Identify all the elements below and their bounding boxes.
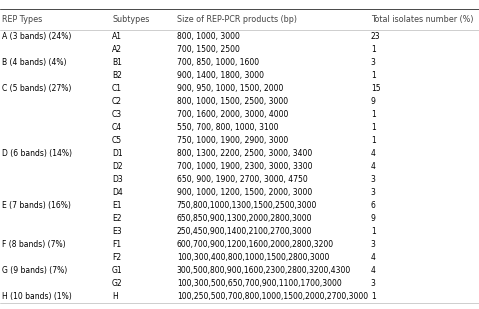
Text: 1: 1 bbox=[371, 136, 376, 145]
Text: C (5 bands) (27%): C (5 bands) (27%) bbox=[2, 84, 71, 93]
Text: 900, 1000, 1200, 1500, 2000, 3000: 900, 1000, 1200, 1500, 2000, 3000 bbox=[177, 188, 312, 197]
Text: 1: 1 bbox=[371, 45, 376, 54]
Text: E2: E2 bbox=[112, 214, 122, 223]
Text: E1: E1 bbox=[112, 201, 122, 210]
Text: B2: B2 bbox=[112, 71, 122, 80]
Text: F1: F1 bbox=[112, 240, 121, 249]
Text: 4: 4 bbox=[371, 149, 376, 158]
Text: Size of REP-PCR products (bp): Size of REP-PCR products (bp) bbox=[177, 15, 297, 24]
Text: REP Types: REP Types bbox=[2, 15, 42, 24]
Text: C5: C5 bbox=[112, 136, 122, 145]
Text: 600,700,900,1200,1600,2000,2800,3200: 600,700,900,1200,1600,2000,2800,3200 bbox=[177, 240, 334, 249]
Text: D (6 bands) (14%): D (6 bands) (14%) bbox=[2, 149, 72, 158]
Text: 1: 1 bbox=[371, 71, 376, 80]
Text: 700, 1500, 2500: 700, 1500, 2500 bbox=[177, 45, 240, 54]
Text: 250,450,900,1400,2100,2700,3000: 250,450,900,1400,2100,2700,3000 bbox=[177, 227, 312, 236]
Text: D3: D3 bbox=[112, 175, 123, 184]
Text: H: H bbox=[112, 292, 118, 301]
Text: 9: 9 bbox=[371, 214, 376, 223]
Text: B (4 bands) (4%): B (4 bands) (4%) bbox=[2, 58, 67, 67]
Text: 800, 1000, 1500, 2500, 3000: 800, 1000, 1500, 2500, 3000 bbox=[177, 97, 288, 106]
Text: 3: 3 bbox=[371, 240, 376, 249]
Text: A1: A1 bbox=[112, 32, 122, 41]
Text: D4: D4 bbox=[112, 188, 123, 197]
Text: 1: 1 bbox=[371, 110, 376, 119]
Text: 3: 3 bbox=[371, 58, 376, 67]
Text: 100,300,400,800,1000,1500,2800,3000: 100,300,400,800,1000,1500,2800,3000 bbox=[177, 253, 329, 262]
Text: Total isolates number (%): Total isolates number (%) bbox=[371, 15, 473, 24]
Text: C2: C2 bbox=[112, 97, 122, 106]
Text: G (9 bands) (7%): G (9 bands) (7%) bbox=[2, 266, 67, 275]
Text: 100,250,500,700,800,1000,1500,2000,2700,3000: 100,250,500,700,800,1000,1500,2000,2700,… bbox=[177, 292, 368, 301]
Text: 1: 1 bbox=[371, 292, 376, 301]
Text: 650, 900, 1900, 2700, 3000, 4750: 650, 900, 1900, 2700, 3000, 4750 bbox=[177, 175, 308, 184]
Text: 6: 6 bbox=[371, 201, 376, 210]
Text: 650,850,900,1300,2000,2800,3000: 650,850,900,1300,2000,2800,3000 bbox=[177, 214, 312, 223]
Text: F2: F2 bbox=[112, 253, 121, 262]
Text: E3: E3 bbox=[112, 227, 122, 236]
Text: H (10 bands) (1%): H (10 bands) (1%) bbox=[2, 292, 72, 301]
Text: 750,800,1000,1300,1500,2500,3000: 750,800,1000,1300,1500,2500,3000 bbox=[177, 201, 317, 210]
Text: 900, 950, 1000, 1500, 2000: 900, 950, 1000, 1500, 2000 bbox=[177, 84, 283, 93]
Text: C1: C1 bbox=[112, 84, 122, 93]
Text: 800, 1000, 3000: 800, 1000, 3000 bbox=[177, 32, 240, 41]
Text: D2: D2 bbox=[112, 162, 123, 171]
Text: B1: B1 bbox=[112, 58, 122, 67]
Text: 700, 850, 1000, 1600: 700, 850, 1000, 1600 bbox=[177, 58, 259, 67]
Text: 23: 23 bbox=[371, 32, 380, 41]
Text: A (3 bands) (24%): A (3 bands) (24%) bbox=[2, 32, 71, 41]
Text: 700, 1000, 1900, 2300, 3000, 3300: 700, 1000, 1900, 2300, 3000, 3300 bbox=[177, 162, 312, 171]
Text: 700, 1600, 2000, 3000, 4000: 700, 1600, 2000, 3000, 4000 bbox=[177, 110, 288, 119]
Text: 3: 3 bbox=[371, 175, 376, 184]
Text: 4: 4 bbox=[371, 266, 376, 275]
Text: 550, 700, 800, 1000, 3100: 550, 700, 800, 1000, 3100 bbox=[177, 123, 278, 132]
Text: 300,500,800,900,1600,2300,2800,3200,4300: 300,500,800,900,1600,2300,2800,3200,4300 bbox=[177, 266, 351, 275]
Text: 3: 3 bbox=[371, 188, 376, 197]
Text: 900, 1400, 1800, 3000: 900, 1400, 1800, 3000 bbox=[177, 71, 264, 80]
Text: Subtypes: Subtypes bbox=[112, 15, 149, 24]
Text: 3: 3 bbox=[371, 279, 376, 288]
Text: 4: 4 bbox=[371, 162, 376, 171]
Text: 750, 1000, 1900, 2900, 3000: 750, 1000, 1900, 2900, 3000 bbox=[177, 136, 288, 145]
Text: C4: C4 bbox=[112, 123, 122, 132]
Text: 9: 9 bbox=[371, 97, 376, 106]
Text: A2: A2 bbox=[112, 45, 122, 54]
Text: 100,300,500,650,700,900,1100,1700,3000: 100,300,500,650,700,900,1100,1700,3000 bbox=[177, 279, 342, 288]
Text: 1: 1 bbox=[371, 123, 376, 132]
Text: 4: 4 bbox=[371, 253, 376, 262]
Text: 1: 1 bbox=[371, 227, 376, 236]
Text: F (8 bands) (7%): F (8 bands) (7%) bbox=[2, 240, 66, 249]
Text: 800, 1300, 2200, 2500, 3000, 3400: 800, 1300, 2200, 2500, 3000, 3400 bbox=[177, 149, 312, 158]
Text: D1: D1 bbox=[112, 149, 123, 158]
Text: G2: G2 bbox=[112, 279, 123, 288]
Text: G1: G1 bbox=[112, 266, 123, 275]
Text: E (7 bands) (16%): E (7 bands) (16%) bbox=[2, 201, 71, 210]
Text: C3: C3 bbox=[112, 110, 122, 119]
Text: 15: 15 bbox=[371, 84, 380, 93]
